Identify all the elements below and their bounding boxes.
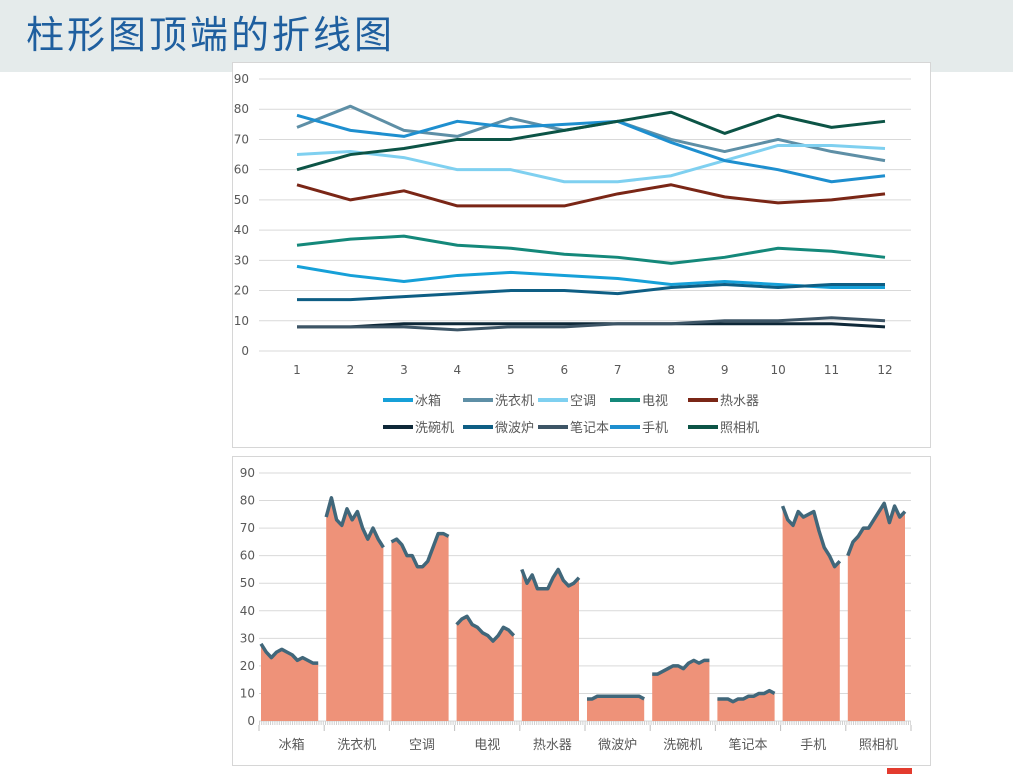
x-tick-label: 12 — [877, 363, 892, 377]
area-line-9 — [780, 505, 842, 569]
y-tick-label: 50 — [234, 193, 249, 207]
legend-label: 洗衣机 — [495, 393, 534, 409]
area-line-1 — [259, 642, 319, 665]
x-tick-label: 5 — [507, 363, 515, 377]
area-line-8 — [717, 688, 776, 704]
y-tick-label: 10 — [240, 686, 255, 700]
x-tick-label: 10 — [770, 363, 785, 377]
y-tick-label: 90 — [234, 72, 249, 86]
category-label: 洗碗机 — [663, 737, 702, 753]
y-tick-label: 40 — [234, 223, 249, 237]
title-bar: 柱形图顶端的折线图 — [0, 0, 1013, 72]
y-tick-label: 70 — [234, 132, 249, 146]
area-6 — [587, 696, 645, 721]
y-tick-label: 10 — [234, 314, 249, 328]
series-line-8 — [297, 316, 886, 332]
category-label: 冰箱 — [279, 737, 305, 753]
area-column-chart: 0 10 20 30 40 50 60 70 80 90 冰箱 洗衣机 空调 电视 热水器 微波炉 洗碗机 笔记本… — [232, 456, 931, 766]
area-1 — [261, 643, 319, 721]
category-label: 空调 — [409, 738, 435, 753]
y-tick-label: 70 — [240, 521, 255, 535]
y-tick-label: 0 — [241, 344, 249, 358]
legend-label: 手机 — [642, 421, 668, 436]
y-tick-label: 90 — [240, 466, 255, 480]
category-label: 微波炉 — [598, 738, 637, 753]
category-label: 照相机 — [859, 738, 898, 753]
category-label: 手机 — [800, 738, 826, 753]
line-chart: 0 10 20 30 40 50 60 70 80 90 1 2 3 4 5 6 7 8 9 10 11 12 冰箱 洗衣机空… — [232, 62, 931, 448]
y-tick-label: 80 — [240, 494, 255, 508]
x-tick-label: 4 — [454, 363, 462, 377]
area-3 — [391, 533, 449, 721]
area-8 — [717, 690, 775, 721]
area-9 — [782, 506, 840, 721]
category-label: 笔记本 — [728, 737, 767, 753]
x-tick-label: 2 — [347, 363, 355, 377]
area-line-3 — [390, 531, 450, 569]
series-line-1 — [296, 264, 885, 290]
area-line-2 — [324, 496, 385, 549]
series-line-6 — [297, 322, 886, 329]
area-chart-svg: 0 10 20 30 40 50 60 70 80 90 冰箱 洗衣机 空调 电视 热水器 微波炉 洗碗机 笔记本… — [240, 466, 912, 753]
legend-label: 热水器 — [720, 394, 759, 409]
x-tick-label: 11 — [824, 363, 839, 377]
series-line-10 — [296, 110, 886, 172]
y-tick-label: 50 — [240, 576, 255, 590]
area-line-6 — [587, 694, 646, 701]
category-label: 洗衣机 — [337, 737, 376, 753]
area-5 — [521, 569, 579, 721]
legend-label: 电视 — [642, 394, 668, 409]
series-line-4 — [296, 234, 886, 265]
legend-label: 空调 — [570, 394, 596, 409]
x-tick-label: 3 — [400, 363, 408, 377]
area-4 — [456, 616, 514, 721]
slide-title: 柱形图顶端的折线图 — [26, 13, 396, 57]
y-tick-label: 30 — [234, 253, 249, 267]
x-tick-label: 1 — [293, 363, 301, 377]
area-10 — [847, 503, 905, 721]
x-tick-label: 6 — [560, 363, 568, 377]
y-tick-label: 30 — [240, 631, 255, 645]
red-marker — [887, 768, 912, 774]
legend-label: 冰箱 — [415, 393, 441, 409]
y-tick-label: 80 — [234, 102, 249, 116]
series-line-9 — [296, 113, 886, 184]
y-tick-label: 60 — [234, 163, 249, 177]
series-line-7 — [297, 283, 885, 302]
y-tick-label: 60 — [240, 549, 255, 563]
legend-label: 微波炉 — [495, 421, 534, 436]
x-tick-label: 9 — [721, 363, 729, 377]
x-tick-label: 7 — [614, 363, 622, 377]
legend-label: 笔记本 — [570, 420, 609, 436]
legend-label: 洗碗机 — [415, 420, 454, 436]
series-line-5 — [296, 183, 886, 208]
area-7 — [652, 660, 710, 721]
x-tick-label: 8 — [667, 363, 675, 377]
line-chart-svg: 01020304050607080901 2 3 4 5 6 7 8 9 10 11 12冰箱 洗衣机空… — [234, 72, 911, 436]
area-line-7 — [652, 658, 710, 676]
legend-label: 照相机 — [720, 421, 759, 436]
y-tick-label: 40 — [240, 604, 255, 618]
area-line-4 — [455, 614, 516, 643]
y-tick-label: 20 — [240, 659, 255, 673]
area-2 — [326, 497, 384, 721]
area-line-5 — [520, 567, 581, 591]
category-label: 电视 — [474, 738, 500, 753]
y-tick-label: 20 — [234, 284, 249, 298]
y-tick-label: 0 — [247, 714, 255, 728]
area-line-10 — [846, 501, 907, 557]
category-label: 热水器 — [533, 738, 572, 753]
series-line-3 — [296, 143, 886, 184]
